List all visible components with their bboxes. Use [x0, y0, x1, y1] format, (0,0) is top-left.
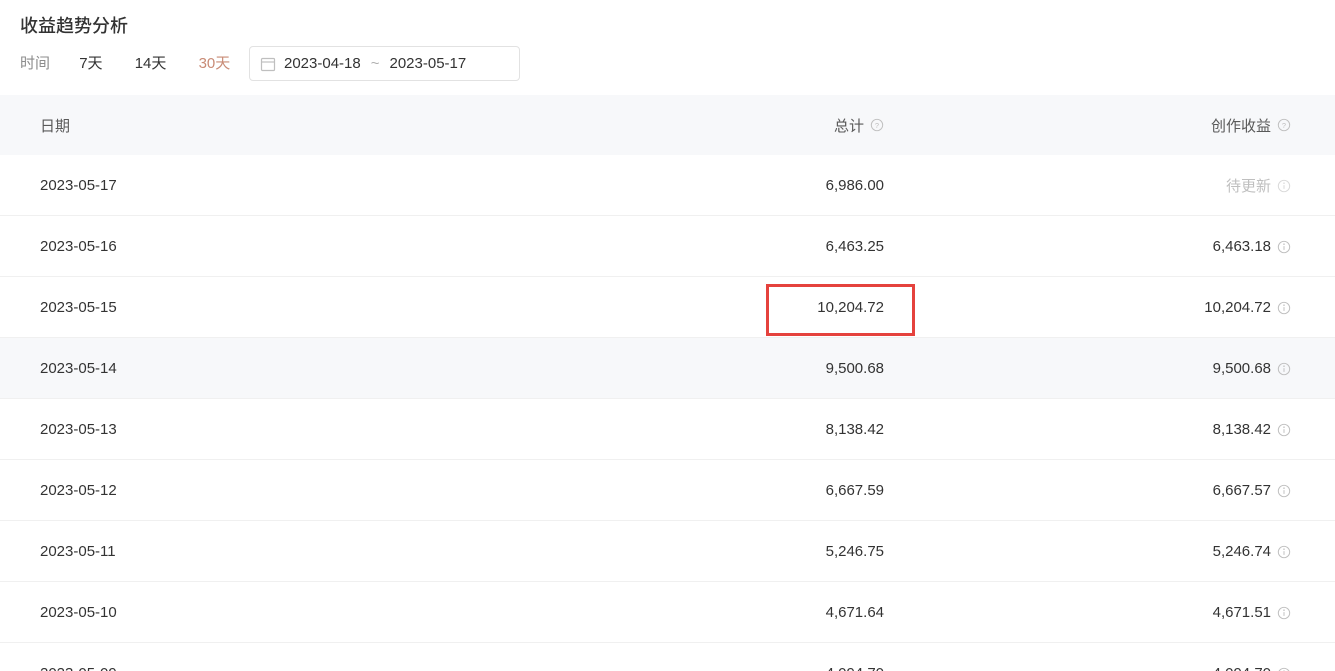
- svg-text:?: ?: [1282, 121, 1286, 130]
- svg-text:?: ?: [875, 121, 879, 130]
